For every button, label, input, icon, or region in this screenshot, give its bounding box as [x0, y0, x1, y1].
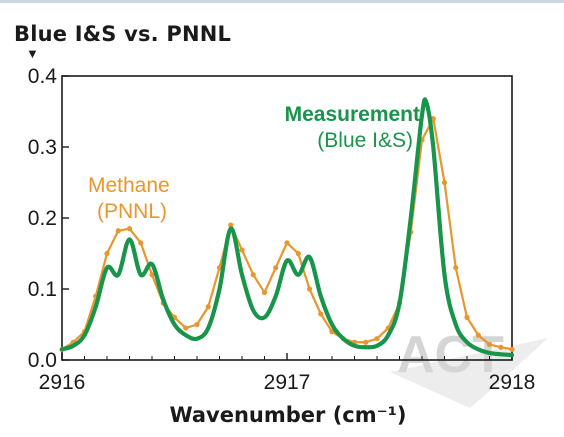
methane-label: Methane [88, 174, 170, 197]
y-tick-label: 0.3 [28, 136, 57, 159]
data-point [273, 265, 279, 271]
data-point [284, 240, 290, 246]
data-point [486, 341, 493, 347]
data-point [261, 289, 268, 296]
data-point [453, 265, 459, 271]
data-point [441, 179, 448, 186]
data-point [250, 272, 256, 278]
x-tick-label: 2916 [39, 371, 86, 394]
data-point [115, 228, 121, 234]
watermark-text: ACT [397, 326, 504, 384]
data-point [228, 222, 234, 228]
data-point [295, 250, 301, 257]
data-point [205, 304, 211, 310]
blue-is-label: (Blue I&S) [317, 129, 413, 152]
measurement-label: Measurement [285, 103, 420, 126]
title-marker-icon: ▼ [26, 46, 39, 61]
data-point [475, 332, 481, 338]
series-line-measurement [59, 97, 515, 358]
y-tick-label: 0.1 [28, 278, 57, 301]
data-point [104, 250, 110, 257]
pnnl-label: (PNNL) [97, 200, 167, 223]
data-point [374, 336, 380, 342]
y-tick-label: 0.4 [28, 65, 58, 88]
y-tick-label: 0.2 [28, 207, 57, 230]
data-point [239, 247, 245, 253]
top-rule [0, 0, 564, 3]
data-point [464, 314, 470, 320]
data-point [498, 344, 504, 350]
series-1 [59, 97, 515, 358]
x-tick-label: 2918 [489, 371, 536, 394]
x-axis-title: Wavenumber (cm⁻¹) [169, 403, 406, 427]
data-point [509, 346, 515, 352]
data-point [183, 325, 189, 331]
data-point [138, 240, 144, 246]
data-point [363, 339, 369, 345]
data-point [306, 286, 313, 292]
data-point [194, 321, 200, 328]
y-tick-label: 0.0 [28, 349, 57, 372]
series-line-methane-pnnl [61, 117, 513, 351]
x-tick-label: 2917 [264, 371, 311, 394]
series-0 [59, 116, 515, 352]
data-point [126, 226, 133, 232]
data-point [149, 272, 155, 278]
chart-title: Blue I&S vs. PNNL [14, 22, 232, 46]
watermark: ACT [390, 326, 548, 408]
data-point [318, 311, 324, 317]
